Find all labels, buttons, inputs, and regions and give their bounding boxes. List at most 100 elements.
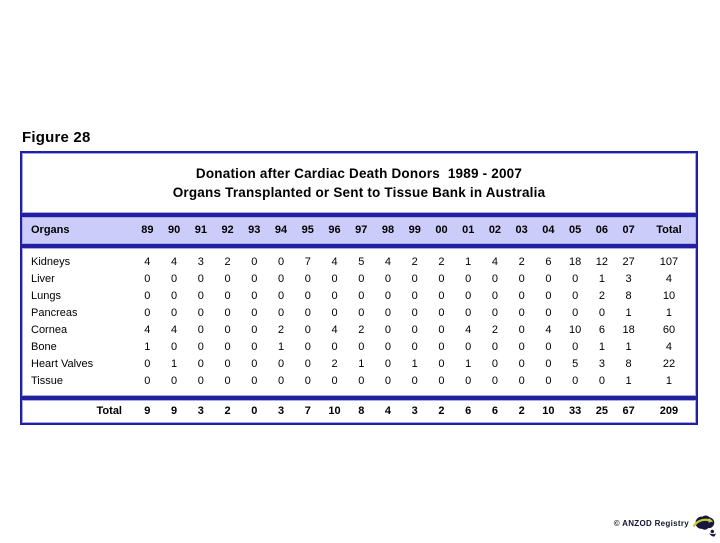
row-total-cell: 4 [665,341,673,353]
organ-label: Pancreas [31,307,78,319]
value-cell: 8 [625,358,632,370]
value-cell: 0 [277,375,285,387]
value-cell: 2 [411,256,418,268]
total-value-cell: 0 [251,405,258,417]
table-header-row: Organs 89 90 91 92 93 94 95 96 97 98 99 00 01 02 03 04 0… [20,215,698,246]
column-header-year: 06 [595,224,608,236]
value-cell: 0 [144,375,151,387]
column-header-total: Total [656,224,682,236]
value-cell: 0 [411,375,418,387]
row-total-cell: 107 [659,256,679,268]
value-cell: 0 [598,307,605,319]
value-cell: 0 [251,375,258,387]
column-header-year: 98 [381,224,395,236]
value-cell: 2 [518,256,525,268]
table-title-line1: Donation after Cardiac Death Donors 1989… [195,166,523,181]
value-cell: 0 [384,290,392,302]
total-value-cell: 3 [197,405,204,417]
value-cell: 0 [358,307,365,319]
value-cell: 0 [384,358,392,370]
value-cell: 0 [304,375,311,387]
value-cell: 0 [545,341,552,353]
column-header-year: 02 [488,224,502,236]
value-cell: 1 [465,358,472,370]
total-value-cell: 2 [518,405,525,417]
total-value-cell: 6 [465,405,472,417]
value-cell: 0 [251,290,258,302]
total-value-cell: 2 [438,405,445,417]
row-total-cell: 4 [665,273,673,285]
table-row: Liver 0 0 0 0 0 0 0 0 0 0 0 0 0 0 0 0 0 1 3 4 [22,271,696,288]
value-cell: 0 [572,375,579,387]
value-cell: 0 [224,324,231,336]
value-cell: 2 [277,324,285,336]
value-cell: 1 [465,256,472,268]
organ-label: Lungs [31,290,61,302]
table-row: Cornea 4 4 0 0 0 2 0 4 2 0 0 0 4 2 0 4 10 6 18 60 [22,322,696,339]
total-value-cell: 9 [171,405,178,417]
value-cell: 6 [545,256,552,268]
value-cell: 3 [197,256,204,268]
value-cell: 0 [251,273,258,285]
column-header-year: 94 [274,224,288,236]
value-cell: 0 [144,273,151,285]
value-cell: 0 [358,375,365,387]
value-cell: 0 [545,358,552,370]
value-cell: 0 [331,273,338,285]
value-cell: 0 [277,358,285,370]
value-cell: 0 [251,307,258,319]
value-cell: 0 [518,375,525,387]
value-cell: 0 [518,341,525,353]
value-cell: 0 [171,341,178,353]
value-cell: 4 [331,256,338,268]
value-cell: 12 [595,256,608,268]
value-cell: 0 [304,290,311,302]
value-cell: 7 [304,256,311,268]
value-cell: 0 [545,273,552,285]
organ-label: Tissue [31,375,63,387]
table-row: Heart Valves 0 1 0 0 0 0 0 2 1 0 1 0 1 0 0 0 5 3 8 22 [22,356,696,373]
value-cell: 0 [411,273,418,285]
value-cell: 0 [277,290,285,302]
total-value-cell: 7 [304,405,311,417]
value-cell: 4 [491,256,498,268]
value-cell: 0 [438,358,445,370]
table-body: Kidneys 4 4 3 2 0 0 7 4 5 4 2 2 1 4 2 6 18 12 27 107 Liver 0 0 0… [20,246,698,398]
value-cell: 0 [545,375,552,387]
value-cell: 0 [144,290,151,302]
value-cell: 4 [144,324,151,336]
value-cell: 0 [171,273,178,285]
figure-label: Figure 28 [22,129,91,146]
column-header-year: 03 [515,224,528,236]
value-cell: 0 [384,273,392,285]
value-cell: 3 [625,273,632,285]
value-cell: 0 [331,290,338,302]
value-cell: 2 [358,324,365,336]
organ-label: Kidneys [31,256,71,268]
value-cell: 0 [411,290,418,302]
value-cell: 4 [171,256,178,268]
value-cell: 4 [331,324,338,336]
value-cell: 0 [224,358,231,370]
value-cell: 0 [304,358,311,370]
value-cell: 0 [224,307,231,319]
value-cell: 5 [572,358,579,370]
total-value-cell: 10 [542,405,555,417]
value-cell: 0 [197,273,204,285]
value-cell: 0 [358,341,365,353]
value-cell: 0 [491,341,498,353]
value-cell: 0 [304,273,311,285]
table-row: Pancreas 0 0 0 0 0 0 0 0 0 0 0 0 0 0 0 0 0 0 1 1 [22,305,696,322]
value-cell: 0 [384,341,392,353]
value-cell: 0 [197,307,204,319]
value-cell: 5 [358,256,365,268]
value-cell: 1 [171,358,178,370]
value-cell: 0 [438,307,445,319]
value-cell: 0 [545,307,552,319]
total-value-cell: 25 [595,405,608,417]
value-cell: 0 [491,307,498,319]
value-cell: 0 [384,375,392,387]
grand-total: 209 [659,405,679,417]
value-cell: 0 [224,290,231,302]
row-total-cell: 22 [662,358,676,370]
